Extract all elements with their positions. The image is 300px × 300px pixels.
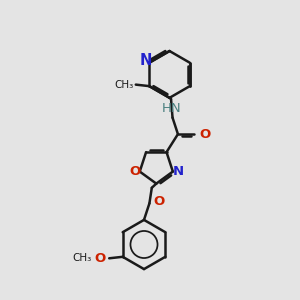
- Text: O: O: [153, 195, 164, 208]
- Text: O: O: [130, 165, 141, 178]
- Text: N: N: [140, 53, 152, 68]
- Text: HN: HN: [162, 102, 182, 115]
- Text: O: O: [199, 128, 210, 141]
- Text: N: N: [173, 165, 184, 178]
- Text: CH₃: CH₃: [114, 80, 134, 90]
- Text: O: O: [94, 252, 106, 265]
- Text: CH₃: CH₃: [73, 253, 92, 263]
